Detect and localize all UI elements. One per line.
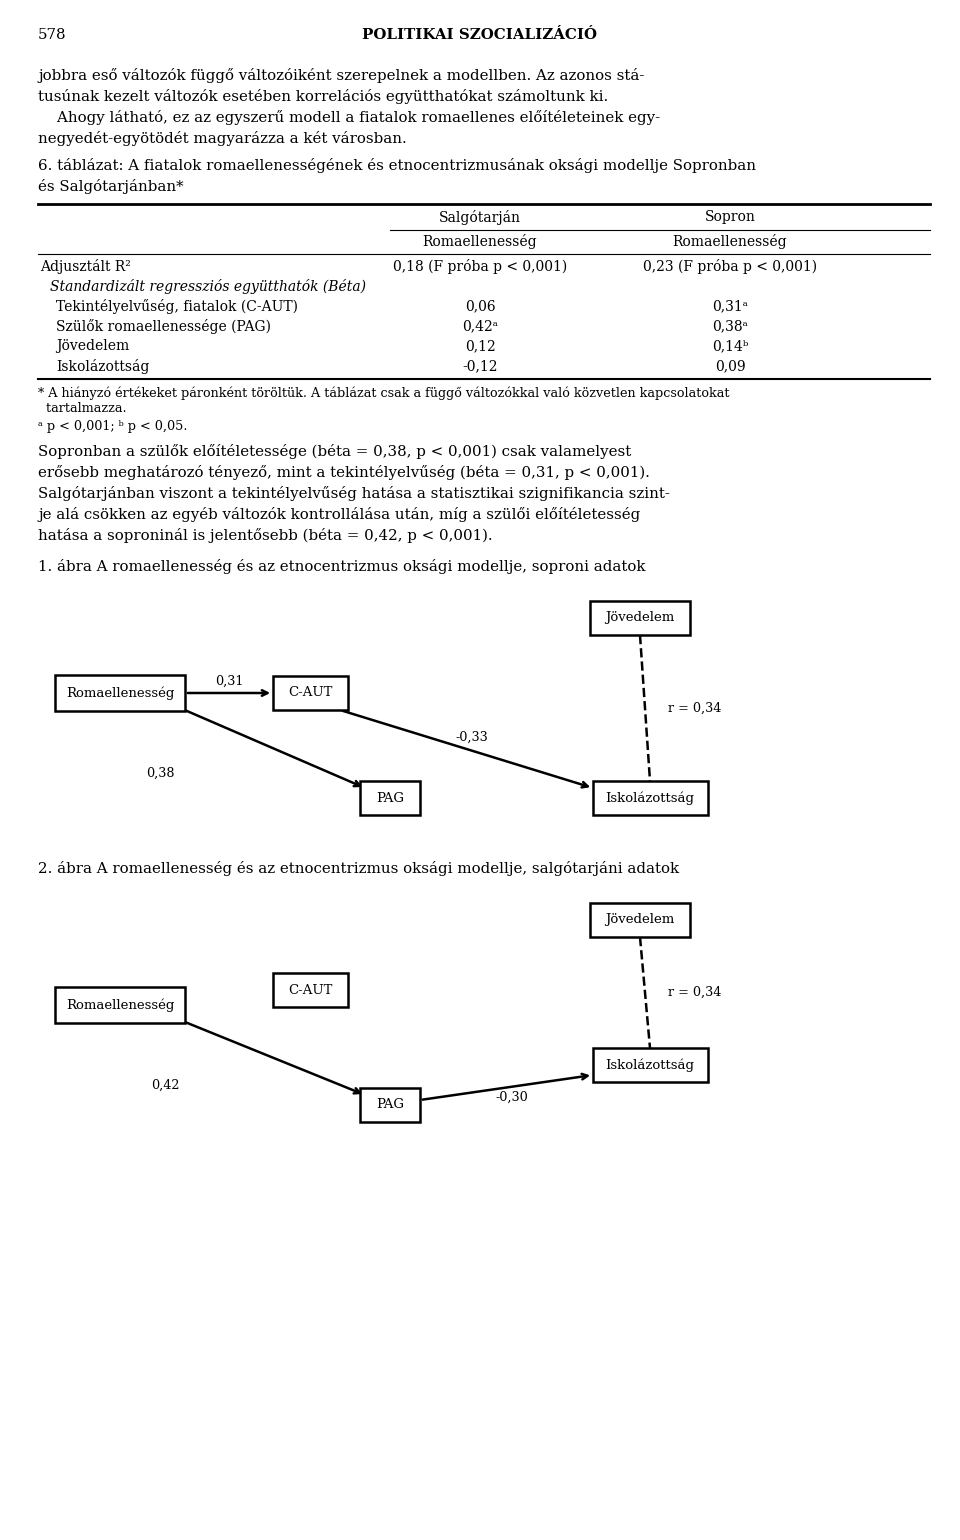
Text: negyedét-egyötödét magyarázza a két városban.: negyedét-egyötödét magyarázza a két váro… <box>38 131 407 146</box>
Text: Romaellenesség: Romaellenesség <box>66 998 174 1012</box>
Text: 2. ábra A romaellenesség és az etnocentrizmus oksági modellje, salgótarjáni adat: 2. ábra A romaellenesség és az etnocentr… <box>38 861 679 876</box>
Text: Jövedelem: Jövedelem <box>606 913 675 927</box>
Text: ᵃ p < 0,001; ᵇ p < 0,05.: ᵃ p < 0,001; ᵇ p < 0,05. <box>38 420 187 433</box>
Text: tartalmazza.: tartalmazza. <box>38 402 127 414</box>
Bar <box>592 781 708 815</box>
Text: 0,06: 0,06 <box>465 299 495 313</box>
Text: Iskolázottság: Iskolázottság <box>56 359 150 374</box>
Text: 1. ábra A romaellenesség és az etnocentrizmus oksági modellje, soproni adatok: 1. ábra A romaellenesség és az etnocentr… <box>38 559 645 574</box>
Text: je alá csökken az egyéb változók kontrollálása után, míg a szülői előítéletesség: je alá csökken az egyéb változók kontrol… <box>38 507 640 522</box>
Bar <box>55 675 185 711</box>
Text: 0,31ᵃ: 0,31ᵃ <box>712 299 748 313</box>
Text: Romaellenesség: Romaellenesség <box>422 234 538 249</box>
Bar <box>590 601 690 634</box>
Bar <box>360 781 420 815</box>
Text: POLITIKAI SZOCIALIZÁCIÓ: POLITIKAI SZOCIALIZÁCIÓ <box>363 28 597 42</box>
Text: 0,12: 0,12 <box>465 339 495 353</box>
Text: r = 0,34: r = 0,34 <box>668 986 722 999</box>
Text: 0,09: 0,09 <box>714 359 745 373</box>
Text: Ahogy látható, ez az egyszerű modell a fiatalok romaellenes előítéleteinek egy-: Ahogy látható, ez az egyszerű modell a f… <box>38 109 660 125</box>
Text: Adjusztált R²: Adjusztált R² <box>40 259 131 274</box>
Text: -0,33: -0,33 <box>455 730 488 744</box>
Text: 0,38ᵃ: 0,38ᵃ <box>712 319 748 333</box>
Bar <box>360 1087 420 1123</box>
Text: Standardizált regressziós együtthatók (Béta): Standardizált regressziós együtthatók (B… <box>50 279 366 294</box>
Text: Iskolázottság: Iskolázottság <box>606 792 694 805</box>
Text: Szülők romaellenessége (PAG): Szülők romaellenessége (PAG) <box>56 319 271 334</box>
Text: Jövedelem: Jövedelem <box>606 611 675 625</box>
Bar <box>55 987 185 1023</box>
Text: -0,30: -0,30 <box>495 1090 528 1104</box>
Text: Tekintélyelvűség, fiatalok (C-AUT): Tekintélyelvűség, fiatalok (C-AUT) <box>56 299 298 314</box>
Text: Salgótarjánban viszont a tekintélyelvűség hatása a statisztikai szignifikancia s: Salgótarjánban viszont a tekintélyelvűsé… <box>38 487 670 500</box>
Bar <box>592 1049 708 1083</box>
Text: Sopronban a szülők előítéletessége (béta = 0,38, p < 0,001) csak valamelyest: Sopronban a szülők előítéletessége (béta… <box>38 444 632 459</box>
Text: 0,31: 0,31 <box>215 675 243 687</box>
Text: C-AUT: C-AUT <box>288 687 332 699</box>
Text: r = 0,34: r = 0,34 <box>668 702 722 715</box>
Text: 0,23 (F próba p < 0,001): 0,23 (F próba p < 0,001) <box>643 259 817 274</box>
Text: 578: 578 <box>38 28 66 42</box>
Text: 0,14ᵇ: 0,14ᵇ <box>711 339 748 353</box>
Bar <box>273 676 348 710</box>
Text: Iskolázottság: Iskolázottság <box>606 1058 694 1072</box>
Text: Romaellenesség: Romaellenesség <box>673 234 787 249</box>
Text: és Salgótarjánban*: és Salgótarjánban* <box>38 179 183 194</box>
Text: hatása a soproninál is jelentősebb (béta = 0,42, p < 0,001).: hatása a soproninál is jelentősebb (béta… <box>38 528 492 544</box>
Text: 0,18 (F próba p < 0,001): 0,18 (F próba p < 0,001) <box>393 259 567 274</box>
Text: -0,12: -0,12 <box>463 359 497 373</box>
Text: erősebb meghatározó tényező, mint a tekintélyelvűség (béta = 0,31, p < 0,001).: erősebb meghatározó tényező, mint a teki… <box>38 465 650 480</box>
Bar <box>590 902 690 936</box>
Text: Jövedelem: Jövedelem <box>56 339 130 353</box>
Text: * A hiányzó értékeket páronként töröltük. A táblázat csak a függő változókkal va: * A hiányzó értékeket páronként töröltük… <box>38 387 730 399</box>
Text: Salgótarján: Salgótarján <box>439 209 521 225</box>
Text: Sopron: Sopron <box>705 209 756 223</box>
Text: 0,38: 0,38 <box>146 767 175 779</box>
Text: 0,42ᵃ: 0,42ᵃ <box>462 319 498 333</box>
Bar <box>273 973 348 1007</box>
Text: PAG: PAG <box>376 1098 404 1112</box>
Text: Romaellenesség: Romaellenesség <box>66 687 174 699</box>
Text: jobbra eső változók függő változóiként szerepelnek a modellben. Az azonos stá-: jobbra eső változók függő változóiként s… <box>38 68 644 83</box>
Text: 0,42: 0,42 <box>151 1078 180 1092</box>
Text: 6. táblázat: A fiatalok romaellenességének és etnocentrizmusának oksági modellje: 6. táblázat: A fiatalok romaellenességén… <box>38 159 756 172</box>
Text: PAG: PAG <box>376 792 404 804</box>
Text: C-AUT: C-AUT <box>288 984 332 996</box>
Text: tusúnak kezelt változók esetében korrelációs együtthatókat számoltunk ki.: tusúnak kezelt változók esetében korrelá… <box>38 89 609 105</box>
